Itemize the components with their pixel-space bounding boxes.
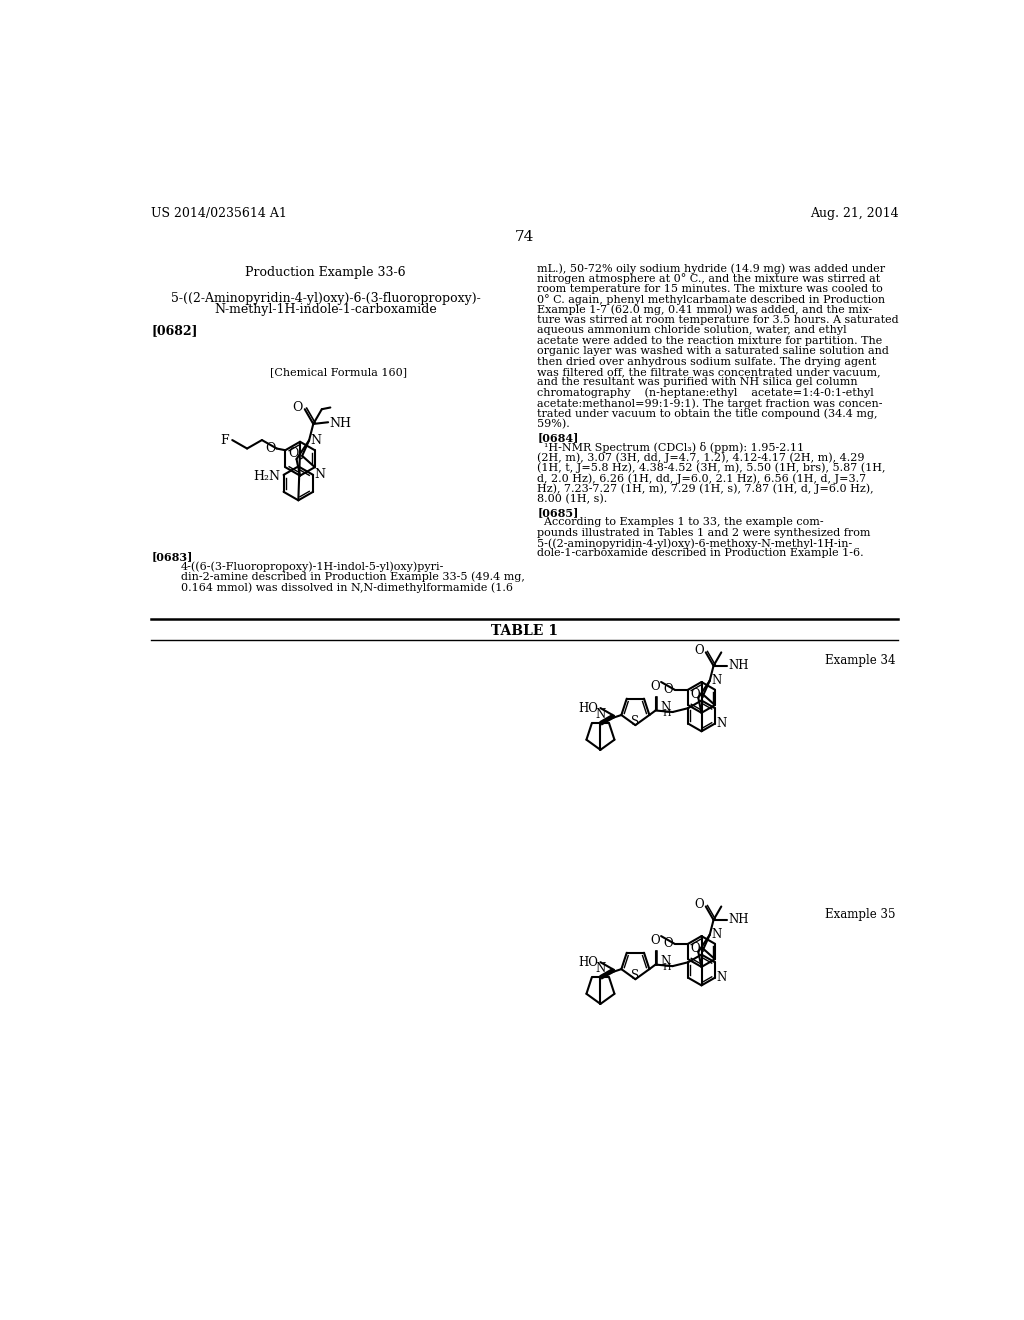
Text: ¹H-NMR Spectrum (CDCl₃) δ (ppm): 1.95-2.11: ¹H-NMR Spectrum (CDCl₃) δ (ppm): 1.95-2.… — [538, 442, 804, 453]
Text: Aug. 21, 2014: Aug. 21, 2014 — [810, 207, 898, 220]
Text: O: O — [690, 942, 700, 954]
Text: and the resultant was purified with NH silica gel column: and the resultant was purified with NH s… — [538, 378, 858, 388]
Text: N: N — [717, 717, 727, 730]
Text: Production Example 33-6: Production Example 33-6 — [246, 265, 406, 279]
Text: N: N — [717, 972, 727, 985]
Text: Example 35: Example 35 — [824, 908, 895, 920]
Text: dole-1-carboxamide described in Production Example 1-6.: dole-1-carboxamide described in Producti… — [538, 548, 864, 558]
Text: S: S — [632, 714, 639, 727]
Text: N: N — [660, 701, 671, 714]
Text: O: O — [650, 680, 660, 693]
Text: F: F — [220, 433, 229, 446]
Text: NH: NH — [728, 913, 750, 927]
Text: 8.00 (1H, s).: 8.00 (1H, s). — [538, 494, 607, 504]
Text: N: N — [595, 962, 605, 975]
Text: 4-((6-(3-Fluoropropoxy)-1H-indol-5-yl)oxy)pyri-: 4-((6-(3-Fluoropropoxy)-1H-indol-5-yl)ox… — [180, 561, 444, 572]
Text: HO: HO — [579, 702, 598, 714]
Text: N: N — [310, 434, 322, 447]
Text: S: S — [632, 969, 639, 982]
Text: trated under vacuum to obtain the title compound (34.4 mg,: trated under vacuum to obtain the title … — [538, 409, 878, 420]
Text: TABLE 1: TABLE 1 — [492, 624, 558, 638]
Text: nitrogen atmosphere at 0° C., and the mixture was stirred at: nitrogen atmosphere at 0° C., and the mi… — [538, 273, 881, 284]
Text: (2H, m), 3.07 (3H, dd, J=4.7, 1.2), 4.12-4.17 (2H, m), 4.29: (2H, m), 3.07 (3H, dd, J=4.7, 1.2), 4.12… — [538, 453, 864, 463]
Text: N: N — [660, 954, 671, 968]
Text: acetate were added to the reaction mixture for partition. The: acetate were added to the reaction mixtu… — [538, 335, 883, 346]
Text: 0.164 mmol) was dissolved in N,N-dimethylformamide (1.6: 0.164 mmol) was dissolved in N,N-dimethy… — [180, 582, 513, 593]
Text: [0683]: [0683] — [152, 552, 193, 562]
Text: (1H, t, J=5.8 Hz), 4.38-4.52 (3H, m), 5.50 (1H, brs), 5.87 (1H,: (1H, t, J=5.8 Hz), 4.38-4.52 (3H, m), 5.… — [538, 463, 886, 474]
Text: was filtered off, the filtrate was concentrated under vacuum,: was filtered off, the filtrate was conce… — [538, 367, 881, 378]
Text: O: O — [694, 899, 705, 912]
Text: room temperature for 15 minutes. The mixture was cooled to: room temperature for 15 minutes. The mix… — [538, 284, 883, 294]
Text: [Chemical Formula 160]: [Chemical Formula 160] — [270, 367, 407, 378]
Text: aqueous ammonium chloride solution, water, and ethyl: aqueous ammonium chloride solution, wate… — [538, 326, 847, 335]
Text: mL.), 50-72% oily sodium hydride (14.9 mg) was added under: mL.), 50-72% oily sodium hydride (14.9 m… — [538, 263, 886, 273]
Text: According to Examples 1 to 33, the example com-: According to Examples 1 to 33, the examp… — [538, 517, 824, 527]
Text: O: O — [664, 937, 673, 950]
Text: din-2-amine described in Production Example 33-5 (49.4 mg,: din-2-amine described in Production Exam… — [180, 572, 524, 582]
Text: H: H — [663, 709, 671, 718]
Text: O: O — [650, 933, 660, 946]
Text: Example 1-7 (62.0 mg, 0.41 mmol) was added, and the mix-: Example 1-7 (62.0 mg, 0.41 mmol) was add… — [538, 305, 872, 315]
Text: 0° C. again, phenyl methylcarbamate described in Production: 0° C. again, phenyl methylcarbamate desc… — [538, 294, 886, 305]
Text: O: O — [694, 644, 705, 657]
Text: H₂N: H₂N — [254, 470, 281, 483]
Text: N-methyl-1H-indole-1-carboxamide: N-methyl-1H-indole-1-carboxamide — [214, 302, 437, 315]
Text: 59%).: 59%). — [538, 418, 570, 429]
Text: then dried over anhydrous sodium sulfate. The drying agent: then dried over anhydrous sodium sulfate… — [538, 356, 877, 367]
Text: 5-((2-Aminopyridin-4-yl)oxy)-6-(3-fluoropropoxy)-: 5-((2-Aminopyridin-4-yl)oxy)-6-(3-fluoro… — [171, 292, 480, 305]
Text: N: N — [712, 928, 722, 941]
Text: O: O — [288, 446, 299, 459]
Text: O: O — [690, 688, 700, 701]
Text: O: O — [292, 401, 302, 414]
Text: 74: 74 — [515, 230, 535, 244]
Text: acetate:methanol=99:1-9:1). The target fraction was concen-: acetate:methanol=99:1-9:1). The target f… — [538, 399, 883, 409]
Text: O: O — [265, 442, 275, 455]
Text: N: N — [314, 469, 326, 482]
Text: N: N — [712, 675, 722, 688]
Text: Hz), 7.23-7.27 (1H, m), 7.29 (1H, s), 7.87 (1H, d, J=6.0 Hz),: Hz), 7.23-7.27 (1H, m), 7.29 (1H, s), 7.… — [538, 483, 873, 494]
Text: [0682]: [0682] — [152, 325, 198, 338]
Text: chromatography    (n-heptane:ethyl    acetate=1:4-0:1-ethyl: chromatography (n-heptane:ethyl acetate=… — [538, 388, 873, 399]
Text: pounds illustrated in Tables 1 and 2 were synthesized from: pounds illustrated in Tables 1 and 2 wer… — [538, 528, 870, 537]
Text: d, 2.0 Hz), 6.26 (1H, dd, J=6.0, 2.1 Hz), 6.56 (1H, d, J=3.7: d, 2.0 Hz), 6.26 (1H, dd, J=6.0, 2.1 Hz)… — [538, 474, 866, 484]
Text: N: N — [595, 708, 605, 721]
Text: Example 34: Example 34 — [824, 653, 895, 667]
Text: US 2014/0235614 A1: US 2014/0235614 A1 — [152, 207, 287, 220]
Text: NH: NH — [330, 417, 351, 429]
Text: H: H — [663, 964, 671, 972]
Text: NH: NH — [728, 659, 750, 672]
Text: [0685]: [0685] — [538, 507, 579, 517]
Text: HO: HO — [579, 956, 598, 969]
Text: 5-((2-aminopyridin-4-yl)oxy)-6-methoxy-N-methyl-1H-in-: 5-((2-aminopyridin-4-yl)oxy)-6-methoxy-N… — [538, 539, 852, 549]
Text: organic layer was washed with a saturated saline solution and: organic layer was washed with a saturate… — [538, 346, 889, 356]
Text: [0684]: [0684] — [538, 432, 579, 442]
Text: O: O — [664, 684, 673, 696]
Text: ture was stirred at room temperature for 3.5 hours. A saturated: ture was stirred at room temperature for… — [538, 315, 899, 325]
